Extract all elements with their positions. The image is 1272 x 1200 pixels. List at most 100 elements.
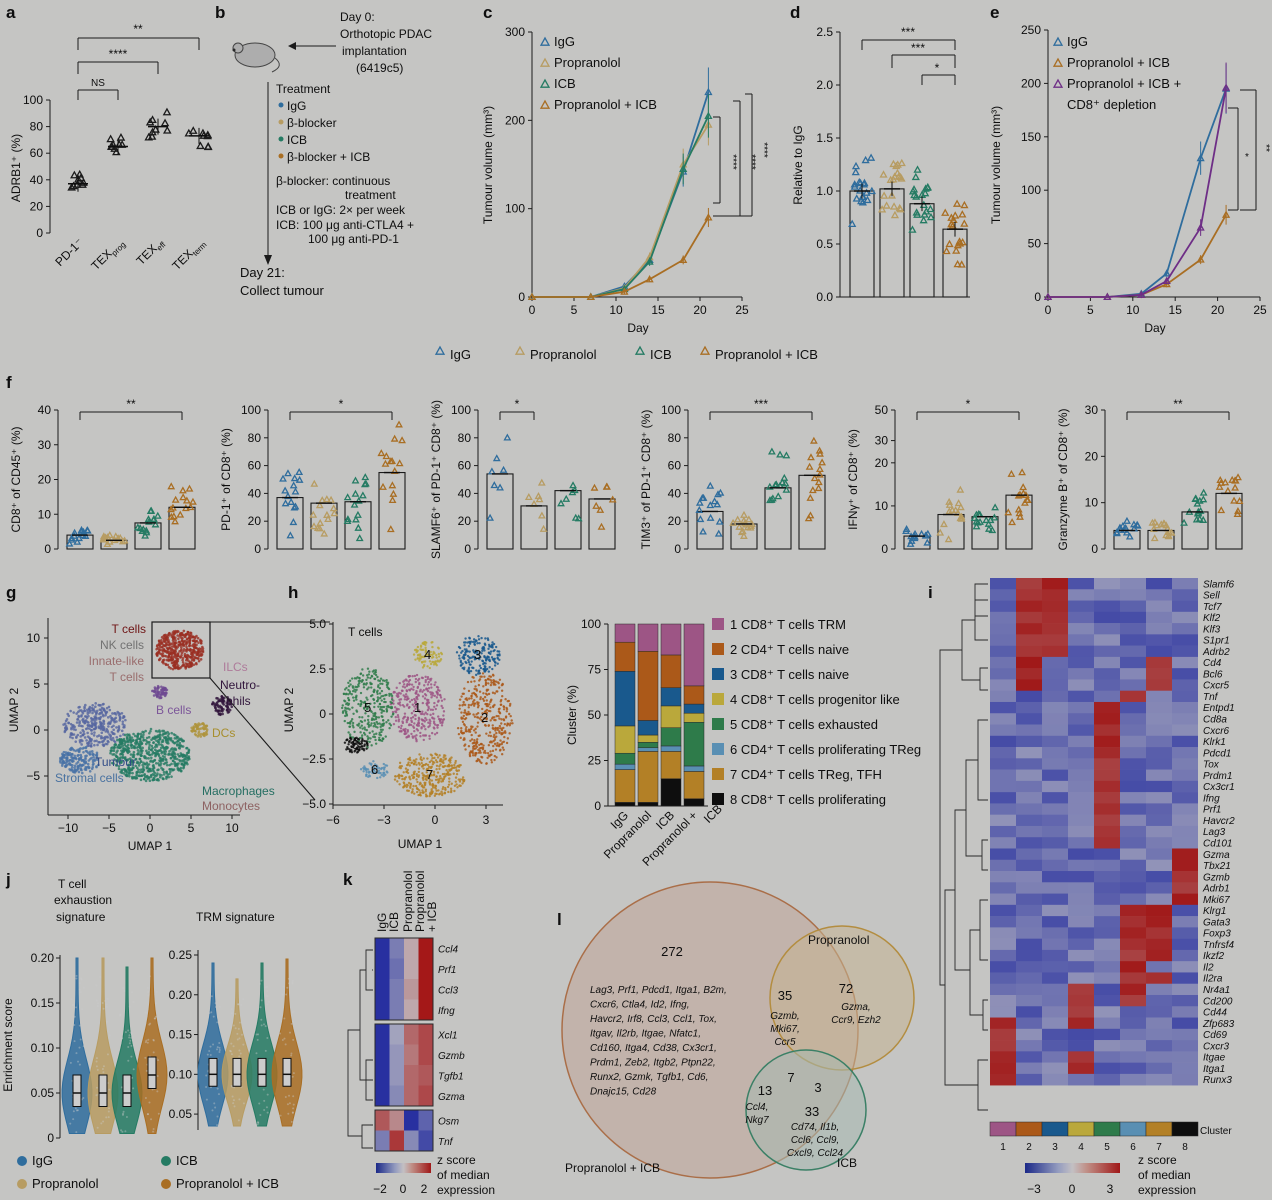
umap-point (169, 753, 172, 756)
heatmap-cell (1146, 972, 1172, 985)
umap-point (155, 743, 158, 747)
heatmap-cell (1068, 735, 1094, 748)
umap-point (467, 645, 471, 648)
umap-point (79, 755, 83, 759)
umap-point (157, 648, 161, 652)
umap-point (99, 722, 102, 726)
note-bblocker: β-blocker: continuous (276, 174, 390, 188)
umap-point (483, 675, 486, 678)
umap-point (467, 713, 471, 716)
umap-point (416, 686, 419, 690)
umap-point (351, 677, 354, 680)
umap-point (465, 661, 468, 665)
umap-point (488, 703, 491, 706)
panel-k-gene-label: Tnf (438, 1137, 454, 1148)
umap-point (492, 674, 495, 677)
umap-point (464, 716, 468, 720)
umap-point (364, 712, 367, 715)
umap-point (440, 790, 443, 793)
umap-point (143, 773, 146, 777)
bar-point (322, 495, 331, 503)
umap-point (463, 687, 466, 690)
umap-point (440, 777, 443, 780)
umap-point (162, 746, 166, 750)
umap-point (441, 787, 444, 791)
umap-point (88, 753, 92, 756)
cluster-color-bar (989, 1121, 1017, 1137)
umap-point (491, 724, 494, 727)
umap-point (457, 732, 461, 736)
panel-a-point (162, 107, 172, 116)
umap-point (385, 764, 389, 767)
umap-point (196, 735, 200, 738)
umap-point (75, 736, 78, 739)
umap-point (468, 670, 471, 673)
heatmap-cell (990, 916, 1016, 928)
umap-point (104, 711, 108, 715)
umap-point (132, 755, 136, 759)
umap-point (437, 715, 440, 718)
heatmap-cell (1172, 769, 1198, 782)
bar-point (706, 513, 715, 521)
heatmap-cell (1042, 713, 1068, 725)
heatmap-cell (1172, 589, 1198, 601)
umap-point (463, 778, 466, 782)
umap-point (431, 641, 434, 644)
heatmap-gene-label: Gzmb (1203, 872, 1230, 883)
umap-point (367, 721, 370, 724)
umap-point (466, 650, 469, 653)
heatmap-cell (1146, 656, 1172, 669)
umap-point (159, 743, 163, 746)
heatmap-cell (1120, 724, 1146, 737)
bar-point (153, 511, 162, 519)
umap-point (473, 741, 476, 744)
stacked-bar-segment (660, 687, 682, 707)
series-point (1221, 83, 1231, 91)
heatmap-cell (1016, 859, 1042, 872)
heatmap-cell (1042, 747, 1068, 759)
legend-label: ICB (650, 347, 672, 362)
umap-point (87, 759, 91, 762)
bar-point (696, 515, 705, 523)
stacked-bar-segment (660, 745, 682, 752)
umap-point (431, 692, 435, 695)
umap-point (362, 749, 366, 752)
panel-i-scale-title: z score (1138, 1153, 1177, 1167)
heatmap-cell (1094, 1006, 1120, 1018)
umap-point (109, 714, 112, 718)
y-tick-label: 0.05 (169, 1107, 193, 1121)
umap-point (74, 749, 77, 753)
umap-point (428, 654, 431, 658)
bar-point (1234, 473, 1242, 481)
heatmap-cell (1094, 1073, 1120, 1086)
umap-point (70, 727, 73, 731)
cluster-legend-label: 7 CD4⁺ T cells TReg, TFH (730, 767, 882, 782)
umap-point (200, 653, 204, 656)
umap-point (91, 711, 94, 715)
x-tick-label: 0 (432, 813, 439, 827)
umap-point (443, 772, 446, 776)
stacked-bar-segment (683, 765, 705, 772)
heatmap-cell (1016, 825, 1042, 838)
umap-point (141, 763, 144, 767)
violin-shape (87, 957, 119, 1134)
heatmap-cell (1042, 758, 1068, 770)
y-tick-label: 30 (1085, 403, 1099, 417)
umap-point (93, 758, 96, 761)
bar-point (816, 464, 824, 472)
bar-point (574, 514, 583, 522)
umap-point (449, 787, 453, 790)
umap-point (62, 750, 66, 754)
umap-point (350, 718, 354, 721)
y-tick-label: 100 (661, 403, 681, 417)
panel-d: Relative to IgG 0.00.51.01.52.02.5 *** *… (791, 25, 970, 304)
heatmap-cell (1068, 634, 1094, 646)
umap-point (440, 699, 444, 702)
heatmap-cell (1016, 803, 1042, 815)
umap-point (418, 659, 421, 662)
bar-point (490, 481, 499, 489)
stacked-bar-segment (660, 623, 682, 656)
umap-point (129, 753, 133, 756)
umap-point (80, 714, 83, 717)
umap-point (102, 739, 106, 742)
